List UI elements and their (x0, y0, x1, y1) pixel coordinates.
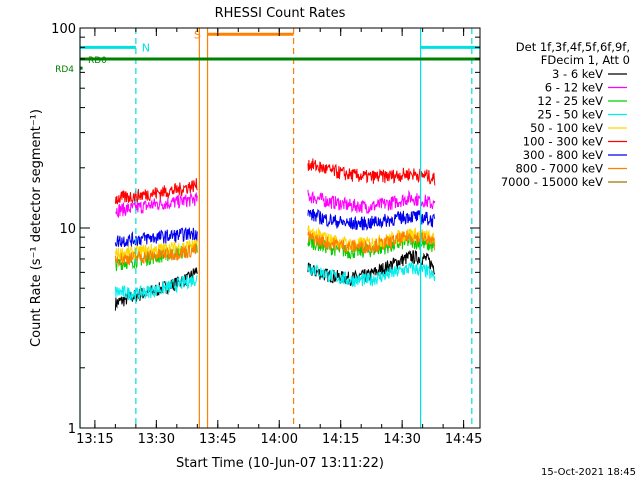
legend-entry-2: 12 - 25 keV (537, 94, 603, 108)
series-trace-3-segment-0 (114, 275, 198, 301)
x-tick-label-1: 13:30 (138, 432, 175, 447)
y-axis-label: Count Rate (s⁻¹ detector segment⁻¹) (29, 109, 44, 347)
x-tick-label-5: 14:30 (383, 432, 420, 447)
chart-title: RHESSI Count Rates (215, 6, 346, 21)
x-tick-label-6: 14:45 (445, 432, 482, 447)
legend-entry-3: 25 - 50 keV (537, 108, 603, 122)
series-trace-3-segment-1 (307, 260, 436, 288)
series-trace-5-segment-1 (307, 158, 436, 186)
legend-header-0: Det 1f,3f,4f,5f,6f,9f, (516, 40, 630, 54)
series-trace-1-segment-0 (115, 192, 198, 219)
series-trace-4-segment-0 (114, 238, 198, 263)
legend-entry-1: 6 - 12 keV (545, 81, 603, 95)
y-tick-label-0: 1 (68, 422, 76, 437)
axes-layer: 13:15 13:30 13:45 14:00 14:15 14:30 14:45 1 10 10… (51, 22, 482, 447)
x-tick-label-0: 13:15 (76, 432, 113, 447)
x-axis-label: Start Time (10-Jun-07 13:11:22) (176, 456, 384, 471)
legend-header-1: FDecim 1, Att 0 (541, 53, 630, 67)
series-trace-6-segment-0 (114, 227, 198, 247)
x-tick-label-2: 13:45 (199, 432, 236, 447)
legend-entry-4: 50 - 100 keV (530, 121, 603, 135)
legend-entry-8: 7000 - 15000 keV (501, 175, 603, 189)
traces-layer (114, 158, 436, 311)
timestamp-label: 15-Oct-2021 18:45 (541, 467, 636, 478)
x-tick-label-4: 14:15 (322, 432, 359, 447)
legend-entry-5: 100 - 300 keV (523, 135, 603, 149)
attenuator-label-1: RD4 (55, 65, 74, 75)
attenuator-label-0: RD0 (88, 56, 107, 66)
overlay-layer: RD0 RD4 N S (55, 28, 480, 428)
y-tick-label-1: 10 (59, 222, 76, 237)
legend: Det 1f,3f,4f,5f,6f,9f,FDecim 1, Att 03 -… (501, 40, 630, 189)
series-trace-7-segment-1 (307, 230, 436, 255)
legend-entry-0: 3 - 6 keV (552, 67, 603, 81)
legend-entry-7: 800 - 7000 keV (515, 162, 603, 176)
series-trace-7-segment-0 (114, 243, 198, 268)
x-tick-label-3: 14:00 (261, 432, 298, 447)
series-trace-6-segment-1 (307, 208, 436, 231)
legend-entry-6: 300 - 800 keV (523, 148, 603, 162)
series-trace-5-segment-0 (114, 178, 198, 205)
series-trace-0-segment-1 (307, 249, 436, 286)
y-tick-label-2: 100 (51, 22, 76, 37)
interval-label-0: N (142, 41, 150, 54)
interval-label-2: S (194, 28, 201, 41)
series-trace-1-segment-1 (307, 189, 436, 215)
